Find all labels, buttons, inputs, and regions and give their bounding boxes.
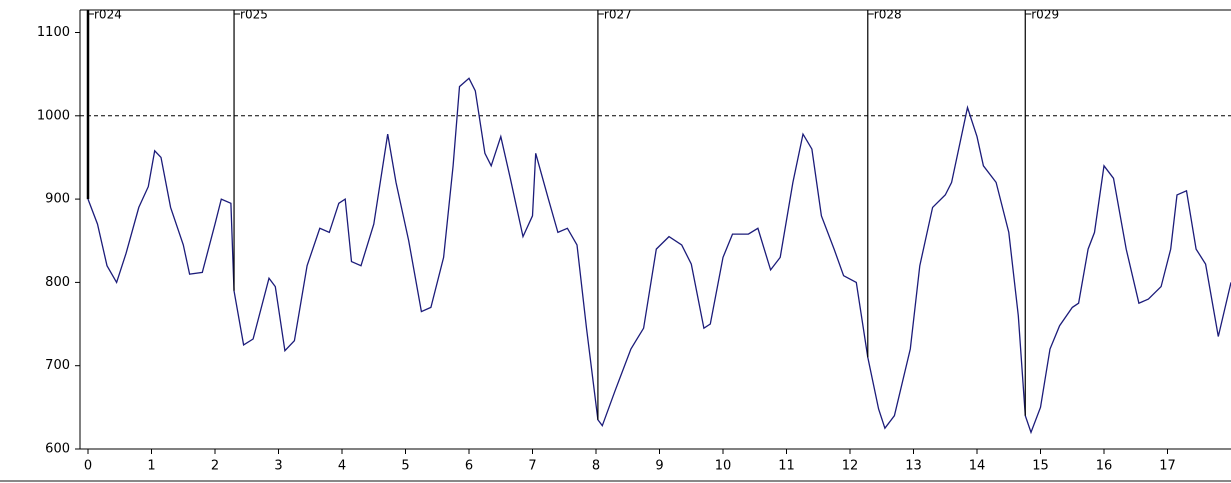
x-tick-label: 0 [84,459,92,474]
x-tick-label: 8 [592,459,600,474]
y-tick-label: 1100 [37,25,70,40]
marker-label: r029 [1031,8,1059,22]
x-tick-label: 15 [1032,459,1049,474]
marker-label: r027 [604,8,632,22]
profile-line [87,77,1231,435]
marker-label: r025 [240,8,268,22]
x-tick-label: 17 [1159,459,1176,474]
x-tick-label: 1 [147,459,155,474]
x-tick-label: 12 [842,459,859,474]
x-tick-label: 3 [274,459,282,474]
y-tick-label: 900 [45,192,70,207]
x-tick-label: 5 [401,459,409,474]
x-tick-label: 9 [655,459,663,474]
marker-label: r024 [94,8,122,22]
x-tick-label: 6 [465,459,473,474]
marker-label: r028 [874,8,902,22]
y-tick-label: 800 [45,275,70,290]
x-tick-label: 14 [969,459,986,474]
x-tick-label: 7 [528,459,536,474]
x-tick-label: 16 [1096,459,1113,474]
x-tick-label: 4 [338,459,346,474]
x-tick-label: 2 [211,459,219,474]
x-tick-label: 10 [715,459,732,474]
y-tick-label: 700 [45,358,70,373]
x-tick-label: 13 [905,459,922,474]
y-tick-label: 1000 [37,108,70,123]
x-tick-label: 11 [778,459,795,474]
y-tick-label: 600 [45,442,70,457]
